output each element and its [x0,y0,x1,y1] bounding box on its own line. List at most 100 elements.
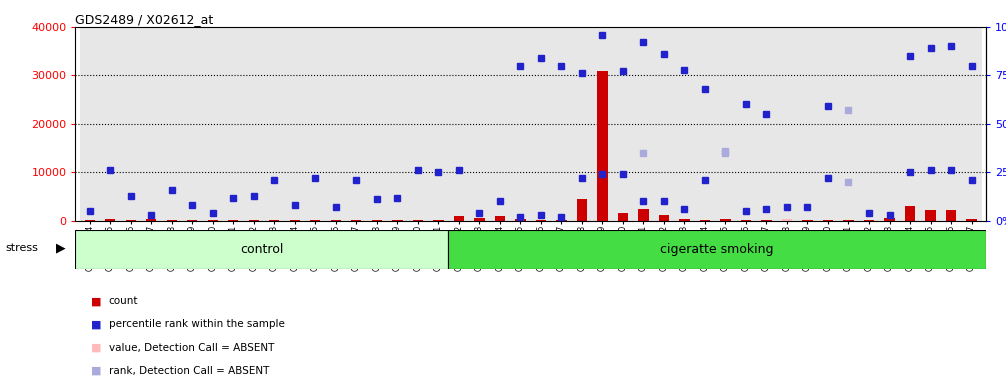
Bar [515,219,525,221]
Bar [449,27,469,221]
Bar [202,27,223,221]
Bar [654,27,674,221]
Bar [818,27,838,221]
Bar [187,220,197,221]
Text: ■: ■ [91,319,101,329]
Text: percentile rank within the sample: percentile rank within the sample [109,319,285,329]
Bar [285,27,305,221]
Text: control: control [240,243,284,256]
Bar [618,213,628,221]
Bar [967,219,977,221]
Bar [823,220,833,221]
Bar [920,27,941,221]
Bar [884,218,894,221]
Bar [926,210,936,221]
Text: GDS2489 / X02612_at: GDS2489 / X02612_at [75,13,213,26]
Bar [576,199,588,221]
Bar [946,210,956,221]
Bar [265,27,285,221]
Bar [904,206,915,221]
Bar [243,27,265,221]
Bar [639,209,649,221]
Bar [248,220,259,221]
Bar [762,220,772,221]
Text: ■: ■ [91,366,101,376]
Bar [162,27,182,221]
Bar [859,27,879,221]
Bar [659,215,669,221]
Bar [469,27,490,221]
Text: value, Detection Call = ABSENT: value, Detection Call = ABSENT [109,343,274,353]
Bar [407,27,429,221]
Bar [207,220,218,221]
Bar [167,220,177,221]
Bar [735,27,757,221]
Bar [613,27,633,221]
Bar [346,27,366,221]
Bar [962,27,982,221]
Text: rank, Detection Call = ABSENT: rank, Detection Call = ABSENT [109,366,269,376]
Bar [674,27,695,221]
Bar [372,220,382,221]
Bar [305,27,326,221]
Bar [290,220,300,221]
Bar [429,27,449,221]
Text: ■: ■ [91,296,101,306]
Bar [695,27,715,221]
Bar [838,27,859,221]
Bar [598,71,608,221]
Bar [270,220,280,221]
Bar [146,219,157,221]
Bar [331,220,341,221]
Bar [79,27,100,221]
Bar [85,220,95,221]
Bar [536,220,546,221]
Text: stress: stress [5,243,38,253]
Bar [412,220,423,221]
Bar [448,230,986,269]
Bar [510,27,530,221]
Bar [182,27,202,221]
Bar [366,27,387,221]
Bar [75,230,448,269]
Bar [310,220,321,221]
Bar [126,220,136,221]
Bar [864,220,874,221]
Bar [121,27,141,221]
Bar [100,27,121,221]
Bar [556,220,566,221]
Bar [899,27,920,221]
Bar [941,27,962,221]
Bar [715,27,735,221]
Bar [530,27,551,221]
Text: ■: ■ [91,343,101,353]
Bar [495,217,505,221]
Bar [740,220,751,221]
Bar [141,27,162,221]
Text: count: count [109,296,138,306]
Bar [803,220,813,221]
Text: ▶: ▶ [55,241,65,254]
Bar [679,219,689,221]
Bar [777,27,797,221]
Bar [351,220,361,221]
Bar [571,27,593,221]
Bar [720,219,730,221]
Bar [454,216,464,221]
Bar [490,27,510,221]
Bar [223,27,243,221]
Bar [843,220,854,221]
Bar [757,27,777,221]
Bar [228,220,238,221]
Text: cigeratte smoking: cigeratte smoking [660,243,774,256]
Bar [633,27,654,221]
Bar [474,218,485,221]
Bar [700,220,710,221]
Bar [879,27,899,221]
Bar [434,220,444,221]
Bar [106,219,116,221]
Bar [551,27,571,221]
Bar [593,27,613,221]
Bar [797,27,818,221]
Bar [392,220,402,221]
